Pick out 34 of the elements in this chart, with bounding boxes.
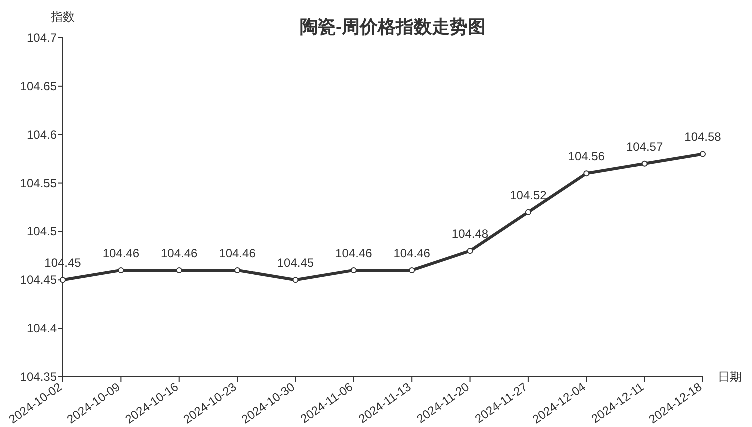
point	[234, 267, 241, 274]
data-label: 104.45	[277, 256, 314, 270]
point	[584, 170, 590, 177]
data-label: 104.46	[102, 246, 140, 260]
point	[292, 277, 299, 284]
x-axis-title: 日期	[718, 370, 742, 384]
data-label: 104.58	[684, 130, 722, 144]
chart-title: 陶瓷-周价格指数走势图	[300, 17, 486, 37]
point	[700, 151, 706, 158]
point	[525, 209, 532, 216]
data-label: 104.46	[394, 246, 431, 260]
data-label: 104.46	[336, 246, 373, 260]
data-label: 104.52	[510, 188, 548, 202]
point	[467, 248, 474, 254]
y-tick-label: 104.7	[26, 31, 58, 45]
y-axis-title: 指数	[50, 10, 75, 24]
data-label: 104.57	[626, 140, 664, 154]
y-tick-label: 104.65	[20, 79, 58, 94]
point	[350, 267, 357, 274]
y-tick-label: 104.45	[20, 273, 58, 288]
data-label: 104.46	[161, 246, 198, 260]
y-tick-label: 104.6	[26, 128, 58, 142]
y-tick-label: 104.55	[20, 176, 58, 190]
point	[176, 267, 182, 274]
point	[118, 267, 124, 274]
point	[409, 267, 416, 274]
point	[60, 277, 66, 284]
data-label: 104.46	[219, 246, 256, 260]
y-tick-label: 104.4	[26, 322, 58, 336]
y-tick-label: 104.35	[20, 370, 58, 384]
data-label: 104.56	[568, 150, 606, 164]
point	[642, 160, 648, 167]
y-tick-label: 104.5	[26, 224, 58, 239]
data-label: 104.48	[452, 227, 489, 242]
